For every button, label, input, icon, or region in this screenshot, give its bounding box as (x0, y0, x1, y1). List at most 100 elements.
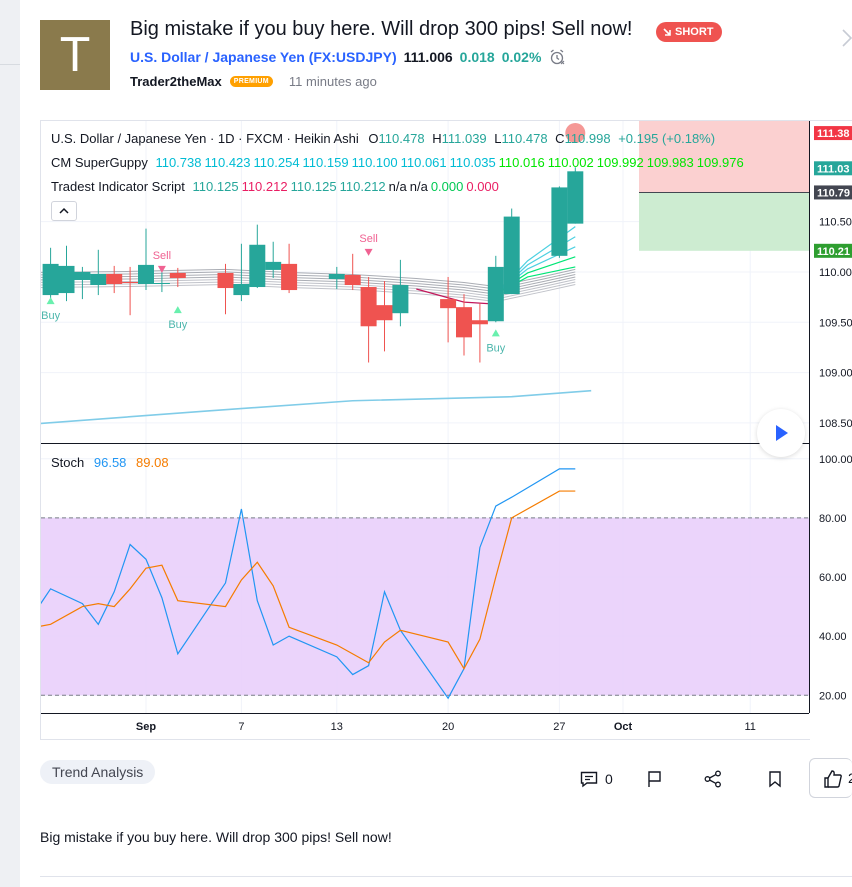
alarm-clock-icon[interactable] (548, 48, 566, 66)
bookmark-button[interactable] (765, 762, 785, 796)
stoch-band (41, 517, 809, 696)
candle-body (153, 283, 170, 285)
ohlc-open: 110.478 (378, 131, 425, 146)
symbol-link[interactable]: U.S. Dollar / Japanese Yen (FX:USDJPY) (130, 49, 397, 65)
comment-icon (580, 771, 598, 788)
price-tick-label: 110.50 (819, 217, 852, 229)
time-tick-label: Sep (136, 721, 156, 733)
idea-title[interactable]: Big mistake if you buy here. Will drop 3… (130, 18, 633, 40)
guppy-legend: CM SuperGuppy 110.738 110.423 110.254 110.1… (51, 155, 747, 170)
buy-signal-arrow (173, 306, 182, 314)
candle-body (281, 263, 298, 291)
chevron-right-icon[interactable] (840, 28, 852, 48)
candle-body (567, 171, 584, 224)
candle-body (249, 244, 266, 288)
stoch-tick-label: 100.00 (819, 454, 852, 466)
guppy-value: 110.100 (351, 155, 398, 170)
candle-body (122, 282, 139, 284)
short-badge: SHORT (656, 22, 722, 42)
time-tick-label: 11 (744, 721, 755, 733)
candle-body (58, 265, 75, 294)
divider (40, 876, 852, 877)
candle-body (265, 261, 282, 270)
like-button[interactable]: 2 (809, 758, 852, 798)
guppy-value: 109.976 (696, 155, 744, 170)
ohlc-high: 111.039 (441, 131, 487, 146)
sell-signal-arrow (157, 265, 166, 273)
likes-count: 2 (848, 770, 852, 786)
comments-button[interactable]: 0 (579, 762, 613, 796)
candle-body (217, 272, 234, 289)
price-tag (814, 161, 852, 176)
tradest-name: Tradest Indicator Script (51, 179, 185, 194)
tradest-value: 110.212 (339, 179, 386, 194)
candle-body (551, 187, 568, 256)
time-tick-label: 7 (238, 721, 244, 733)
tradest-value: 0.000 (466, 179, 499, 194)
idea-description: Big mistake if you buy here. Will drop 3… (40, 829, 392, 845)
bookmark-icon (769, 771, 781, 788)
author-row: Trader2theMax PREMIUM 11 minutes ago (130, 74, 377, 89)
comments-count: 0 (605, 771, 613, 787)
author-avatar[interactable]: T (40, 20, 110, 90)
buy-signal-label: Buy (486, 342, 505, 354)
chart-area[interactable]: Buy Sell Buy Sell Buy 110.50 110.00 109.50 109.0… (40, 120, 852, 741)
price-tag-label: 110.21 (817, 246, 850, 258)
guppy-value: 109.992 (596, 155, 644, 170)
buy-signal-arrow (46, 297, 55, 305)
tag-trend-analysis[interactable]: Trend Analysis (40, 760, 156, 784)
series-title: U.S. Dollar / Japanese Yen · 1D · FXCM ·… (51, 131, 359, 146)
tradest-value: 0.000 (430, 179, 464, 194)
candle-body (376, 305, 393, 321)
idea-card: T Big mistake if you buy here. Will drop… (20, 0, 852, 887)
ohlc-o-label: O (368, 131, 379, 146)
play-button[interactable] (757, 409, 805, 457)
report-button[interactable] (645, 762, 665, 796)
stoch-legend: Stoch 96.58 89.08 (51, 455, 169, 470)
stoch-d-value: 89.08 (136, 455, 169, 470)
guppy-value: 110.016 (498, 155, 545, 170)
tradest-value: n/a (409, 179, 428, 194)
candle-body (487, 266, 504, 322)
candle-body (440, 299, 457, 309)
page-left-strip (0, 0, 20, 887)
guppy-value: 110.002 (547, 155, 594, 170)
share-icon (704, 770, 721, 788)
candle-body (42, 263, 59, 296)
buy-signal-label: Buy (168, 319, 187, 331)
ohlc-c-label: C (555, 131, 565, 146)
price-tag (814, 243, 852, 258)
symbol-change: 0.018 (459, 49, 495, 65)
ohlc-change: +0.195 (+0.18%) (618, 131, 716, 146)
time-tick-label: 20 (442, 721, 454, 733)
buy-signal-arrow (491, 329, 500, 337)
candle-body (360, 287, 377, 327)
symbol-price: 111.006 (403, 49, 453, 65)
tradest-legend: Tradest Indicator Script 110.125 110.212 1… (51, 179, 502, 194)
alert-marker (565, 123, 586, 143)
price-tick-label: 109.50 (819, 317, 852, 329)
sell-signal-label: Sell (359, 233, 377, 245)
share-button[interactable] (703, 762, 723, 796)
legend-collapse-button[interactable] (51, 201, 77, 221)
stoch-k-line (41, 468, 576, 700)
arrow-down-right-icon (663, 28, 671, 36)
chart-canvas[interactable]: Buy Sell Buy Sell Buy 110.50 110.00 109.50 109.0… (41, 121, 852, 741)
thumbs-up-icon (824, 770, 842, 788)
price-tag (814, 126, 852, 141)
stoch-d-line (41, 490, 576, 670)
flag-icon (648, 771, 661, 787)
play-icon (776, 425, 788, 441)
ohlc-close: 110.998 (564, 131, 611, 146)
symbol-row: U.S. Dollar / Japanese Yen (FX:USDJPY) 1… (130, 48, 566, 66)
price-axis-bg (810, 121, 852, 741)
price-tick-label: 110.00 (819, 267, 852, 279)
stoch-name: Stoch (51, 455, 85, 470)
candle-body (328, 273, 345, 279)
buy-signal-label: Buy (41, 310, 60, 322)
tradest-value: n/a (388, 179, 407, 194)
candle-body (138, 264, 154, 285)
time-tick-label: 27 (553, 721, 565, 733)
ohlc-low: 110.478 (501, 131, 548, 146)
author-name[interactable]: Trader2theMax (130, 74, 222, 89)
